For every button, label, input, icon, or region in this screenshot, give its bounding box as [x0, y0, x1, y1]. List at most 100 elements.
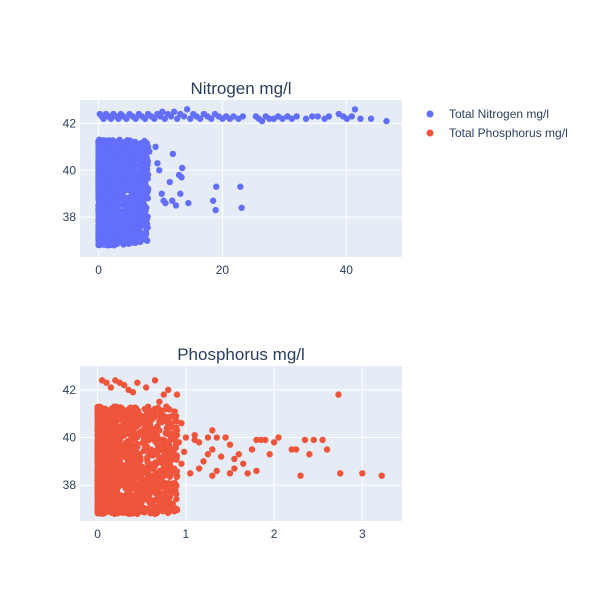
- data-point: [191, 431, 198, 439]
- data-point: [149, 452, 157, 459]
- data-point: [132, 405, 140, 412]
- data-point: [191, 436, 198, 444]
- data-point: [212, 206, 219, 214]
- x-tick-label: 40: [340, 263, 354, 277]
- data-point: [160, 391, 168, 398]
- data-point: [166, 178, 173, 186]
- data-point: [180, 113, 188, 120]
- data-point: [123, 115, 130, 122]
- data-point: [266, 451, 273, 458]
- data-point: [226, 441, 234, 448]
- data-point: [160, 465, 168, 472]
- data-point: [172, 202, 180, 209]
- data-point: [155, 453, 163, 461]
- legend-marker-nitrogen: [426, 110, 434, 118]
- data-point: [116, 176, 123, 183]
- data-point: [115, 153, 123, 160]
- data-point: [231, 455, 238, 463]
- data-point: [103, 379, 110, 386]
- legend-item-phosphorus[interactable]: Total Phosphorus mg/l: [426, 126, 568, 140]
- data-point: [119, 452, 127, 460]
- data-point: [112, 421, 119, 428]
- data-point: [110, 242, 118, 249]
- x-tick-label: 20: [216, 263, 230, 277]
- data-point: [115, 427, 123, 434]
- data-point: [136, 462, 144, 470]
- data-point: [204, 451, 212, 458]
- data-point: [116, 136, 123, 144]
- data-point: [152, 143, 159, 151]
- data-point: [131, 436, 138, 443]
- data-point: [106, 156, 113, 163]
- legend-item-nitrogen[interactable]: Total Nitrogen mg/l: [426, 107, 550, 121]
- data-point: [383, 117, 390, 125]
- data-point: [166, 484, 174, 491]
- data-point: [104, 233, 111, 241]
- data-point: [183, 106, 191, 113]
- data-point: [135, 238, 142, 245]
- data-point: [141, 405, 148, 413]
- data-point: [131, 166, 138, 174]
- data-point: [100, 172, 108, 180]
- data-point: [103, 473, 110, 481]
- data-point: [209, 446, 216, 453]
- data-point: [248, 446, 256, 453]
- data-point: [132, 218, 139, 226]
- data-point: [129, 458, 136, 465]
- data-point: [126, 448, 133, 455]
- data-point: [114, 409, 121, 416]
- data-point: [253, 467, 260, 475]
- data-point: [98, 153, 105, 161]
- data-point: [123, 225, 130, 233]
- data-point: [231, 465, 238, 472]
- nitrogen-subplot: 0 20 40 38 40 42 Nitrogen mg/l: [63, 79, 402, 277]
- data-point: [156, 414, 164, 422]
- data-point: [125, 143, 132, 151]
- data-point: [167, 448, 174, 456]
- data-point: [174, 115, 181, 122]
- data-point: [167, 113, 175, 120]
- y-tick-label: 42: [63, 383, 77, 397]
- data-point: [94, 489, 102, 497]
- data-point: [323, 446, 331, 453]
- data-point: [129, 389, 137, 396]
- data-point: [178, 164, 186, 172]
- data-point: [95, 445, 103, 452]
- data-point: [113, 228, 120, 236]
- data-point: [121, 492, 128, 500]
- data-point: [124, 419, 131, 426]
- data-point: [110, 450, 118, 457]
- data-point: [288, 446, 295, 453]
- data-point: [325, 113, 333, 120]
- data-point: [121, 203, 129, 211]
- data-point: [182, 434, 190, 441]
- data-point: [131, 230, 138, 237]
- data-point: [149, 472, 157, 479]
- y-tick-label: 38: [63, 478, 77, 492]
- data-point: [309, 113, 316, 120]
- x-tick-label: 0: [94, 527, 101, 541]
- data-point: [171, 408, 178, 415]
- data-point: [134, 510, 141, 518]
- data-point: [175, 439, 183, 446]
- data-point: [121, 238, 129, 245]
- data-point: [213, 467, 220, 475]
- data-point: [126, 410, 134, 418]
- data-point: [94, 476, 102, 483]
- data-point: [100, 115, 107, 122]
- phosphorus-tick-labels: 0 1 2 3 38 40 42: [63, 383, 366, 541]
- data-point: [107, 115, 115, 122]
- data-point: [131, 448, 138, 456]
- data-point: [95, 174, 102, 181]
- data-point: [132, 115, 139, 122]
- data-point: [200, 458, 207, 465]
- data-point: [135, 149, 142, 157]
- y-tick-label: 38: [63, 210, 77, 224]
- data-point: [142, 155, 149, 162]
- data-point: [166, 406, 173, 413]
- data-point: [95, 405, 102, 412]
- data-point: [99, 213, 106, 221]
- data-point: [100, 145, 107, 152]
- data-point: [171, 417, 179, 425]
